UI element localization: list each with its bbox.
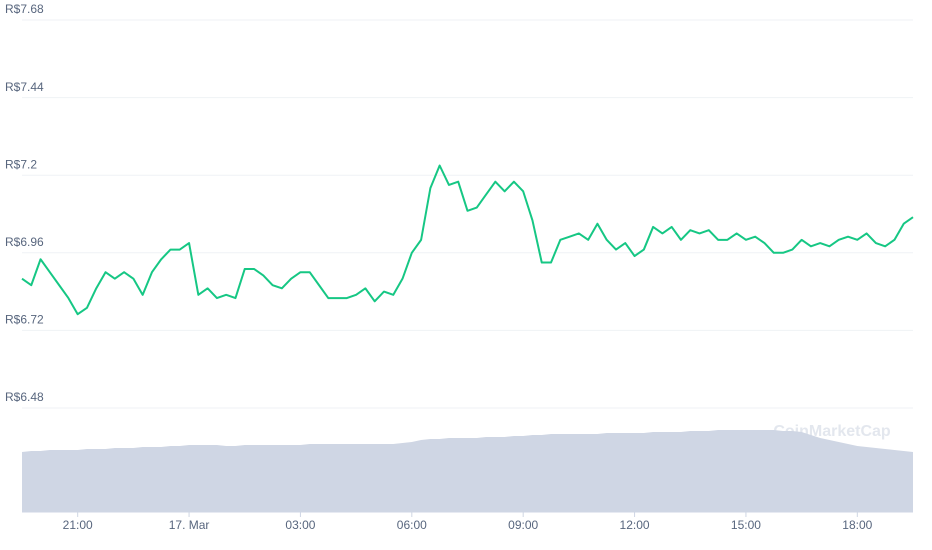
x-tick-label: 09:00: [508, 518, 538, 532]
x-tick-label: 21:00: [63, 518, 93, 532]
y-tick-label: R$6.48: [5, 390, 44, 404]
y-tick-label: R$6.96: [5, 235, 44, 249]
x-tick-label: 12:00: [620, 518, 650, 532]
x-tick-label: 18:00: [842, 518, 872, 532]
y-tick-label: R$7.2: [5, 157, 37, 171]
x-tick-label: 03:00: [285, 518, 315, 532]
x-tick-label: 15:00: [731, 518, 761, 532]
x-tick-label: 06:00: [397, 518, 427, 532]
y-tick-label: R$6.72: [5, 313, 44, 327]
volume-area: [22, 430, 913, 512]
price-line: [21, 164, 914, 316]
x-tick-label: 17. Mar: [169, 518, 210, 532]
y-tick-label: R$7.68: [5, 2, 44, 16]
y-tick-label: R$7.44: [5, 80, 44, 94]
